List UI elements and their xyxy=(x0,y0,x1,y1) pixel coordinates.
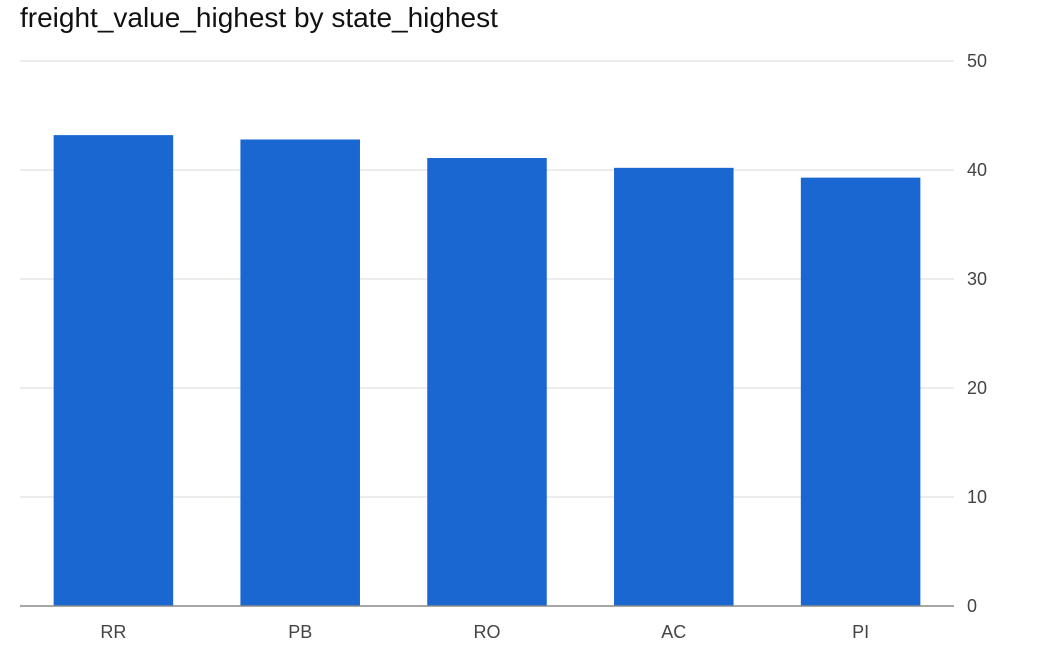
x-tick-label: PB xyxy=(288,622,312,642)
y-tick-label: 40 xyxy=(967,160,987,180)
bars xyxy=(53,135,921,607)
bar xyxy=(614,167,734,606)
x-tick-label: RR xyxy=(100,622,126,642)
bar xyxy=(427,158,547,606)
axes: 0 10 20 30 40 50 RR PB RO AC PI xyxy=(20,51,987,642)
x-tick-label: AC xyxy=(661,622,686,642)
bar xyxy=(800,177,921,606)
y-tick-label: 50 xyxy=(967,51,987,71)
y-tick-label: 20 xyxy=(967,378,987,398)
chart-title: freight_value_highest by state_highest xyxy=(20,2,498,33)
y-tick-label: 0 xyxy=(967,596,977,616)
x-tick-label: RO xyxy=(474,622,501,642)
x-tick-label: PI xyxy=(852,622,869,642)
y-tick-label: 10 xyxy=(967,487,987,507)
y-tick-label: 30 xyxy=(967,269,987,289)
bar xyxy=(53,135,174,606)
bar xyxy=(240,139,360,607)
